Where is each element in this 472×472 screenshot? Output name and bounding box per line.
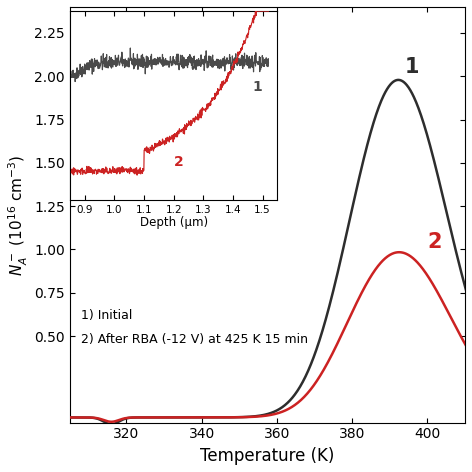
X-axis label: Temperature (K): Temperature (K) [200,447,335,465]
Text: 2) After RBA (-12 V) at 425 K 15 min: 2) After RBA (-12 V) at 425 K 15 min [81,333,308,346]
Y-axis label: $N_A^-$ ($10^{16}$ cm$^{-3}$): $N_A^-$ ($10^{16}$ cm$^{-3}$) [7,154,30,276]
Text: 1: 1 [405,57,419,77]
Text: 1) Initial: 1) Initial [81,309,133,322]
Text: 2: 2 [428,232,442,252]
